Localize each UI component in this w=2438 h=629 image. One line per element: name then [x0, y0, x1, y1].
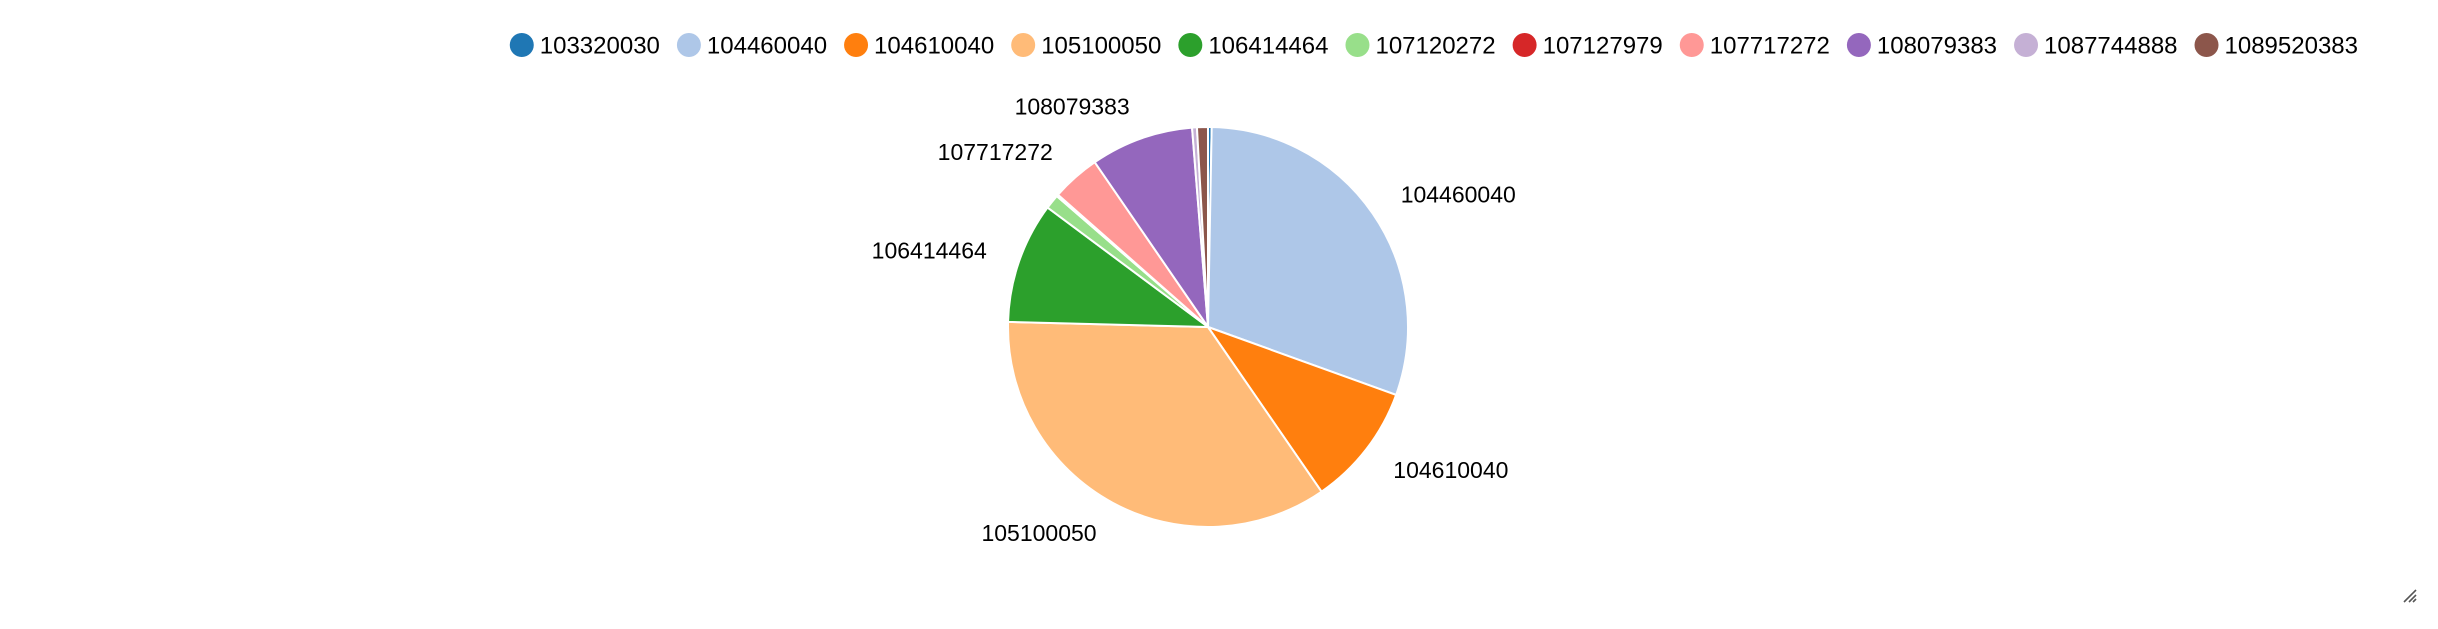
pie-slice-105100050[interactable]	[1007, 320, 1323, 528]
legend-swatch-1089520383[interactable]	[2194, 33, 2219, 57]
legend-swatch-104610040[interactable]	[844, 33, 869, 57]
slice-labels: 104460040 104610040 105100050 106414464 1077…	[872, 94, 1516, 546]
legend-swatch-104460040[interactable]	[676, 33, 701, 57]
legend-swatch-107120272[interactable]	[1345, 33, 1370, 57]
resize-handle-icon[interactable]	[2400, 586, 2418, 604]
legend-label-1089520383[interactable]: 1089520383	[2225, 33, 2358, 60]
legend-swatch-1087744888[interactable]	[2014, 33, 2039, 57]
legend-swatch-108079383[interactable]	[1846, 33, 1871, 57]
legend-label-104610040[interactable]: 104610040	[874, 33, 994, 60]
pie-slice-108079383[interactable]	[1093, 126, 1210, 331]
legend-swatch-106414464[interactable]	[1178, 33, 1203, 57]
slice-label-104610040: 104610040	[1393, 457, 1508, 483]
legend-label-104460040[interactable]: 104460040	[707, 33, 827, 60]
legend-label-108079383[interactable]: 108079383	[1877, 33, 1997, 60]
legend-label-1087744888[interactable]: 1087744888	[2044, 33, 2177, 60]
legend-label-105100050[interactable]: 105100050	[1041, 33, 1161, 60]
slice-label-108079383: 108079383	[1015, 94, 1130, 120]
legend-label-106414464[interactable]: 106414464	[1208, 33, 1328, 60]
slice-label-104460040: 104460040	[1401, 181, 1516, 207]
pie-slice-106414464[interactable]	[1007, 206, 1212, 329]
legend-swatch-105100050[interactable]	[1011, 33, 1036, 57]
slice-label-106414464: 106414464	[872, 238, 987, 264]
slice-label-105100050: 105100050	[981, 520, 1096, 546]
legend-swatch-107127979[interactable]	[1512, 33, 1537, 57]
legend-label-107717272[interactable]: 107717272	[1710, 33, 1830, 60]
legend-label-107120272[interactable]: 107120272	[1375, 33, 1495, 60]
pie-slice-104460040[interactable]	[1206, 126, 1410, 397]
pie-slice-1089520383[interactable]	[1195, 125, 1209, 328]
legend-swatch-107717272[interactable]	[1679, 33, 1704, 57]
legend-label-103320030[interactable]: 103320030	[540, 33, 660, 60]
legend: 103320030 104460040 104610040 105100050 1064…	[509, 33, 2358, 60]
pie-slice-104610040[interactable]	[1205, 325, 1398, 494]
legend-label-107127979[interactable]: 107127979	[1543, 33, 1663, 60]
pie	[1007, 125, 1410, 528]
slice-label-107717272: 107717272	[938, 139, 1053, 165]
legend-swatch-103320030[interactable]	[509, 33, 534, 57]
